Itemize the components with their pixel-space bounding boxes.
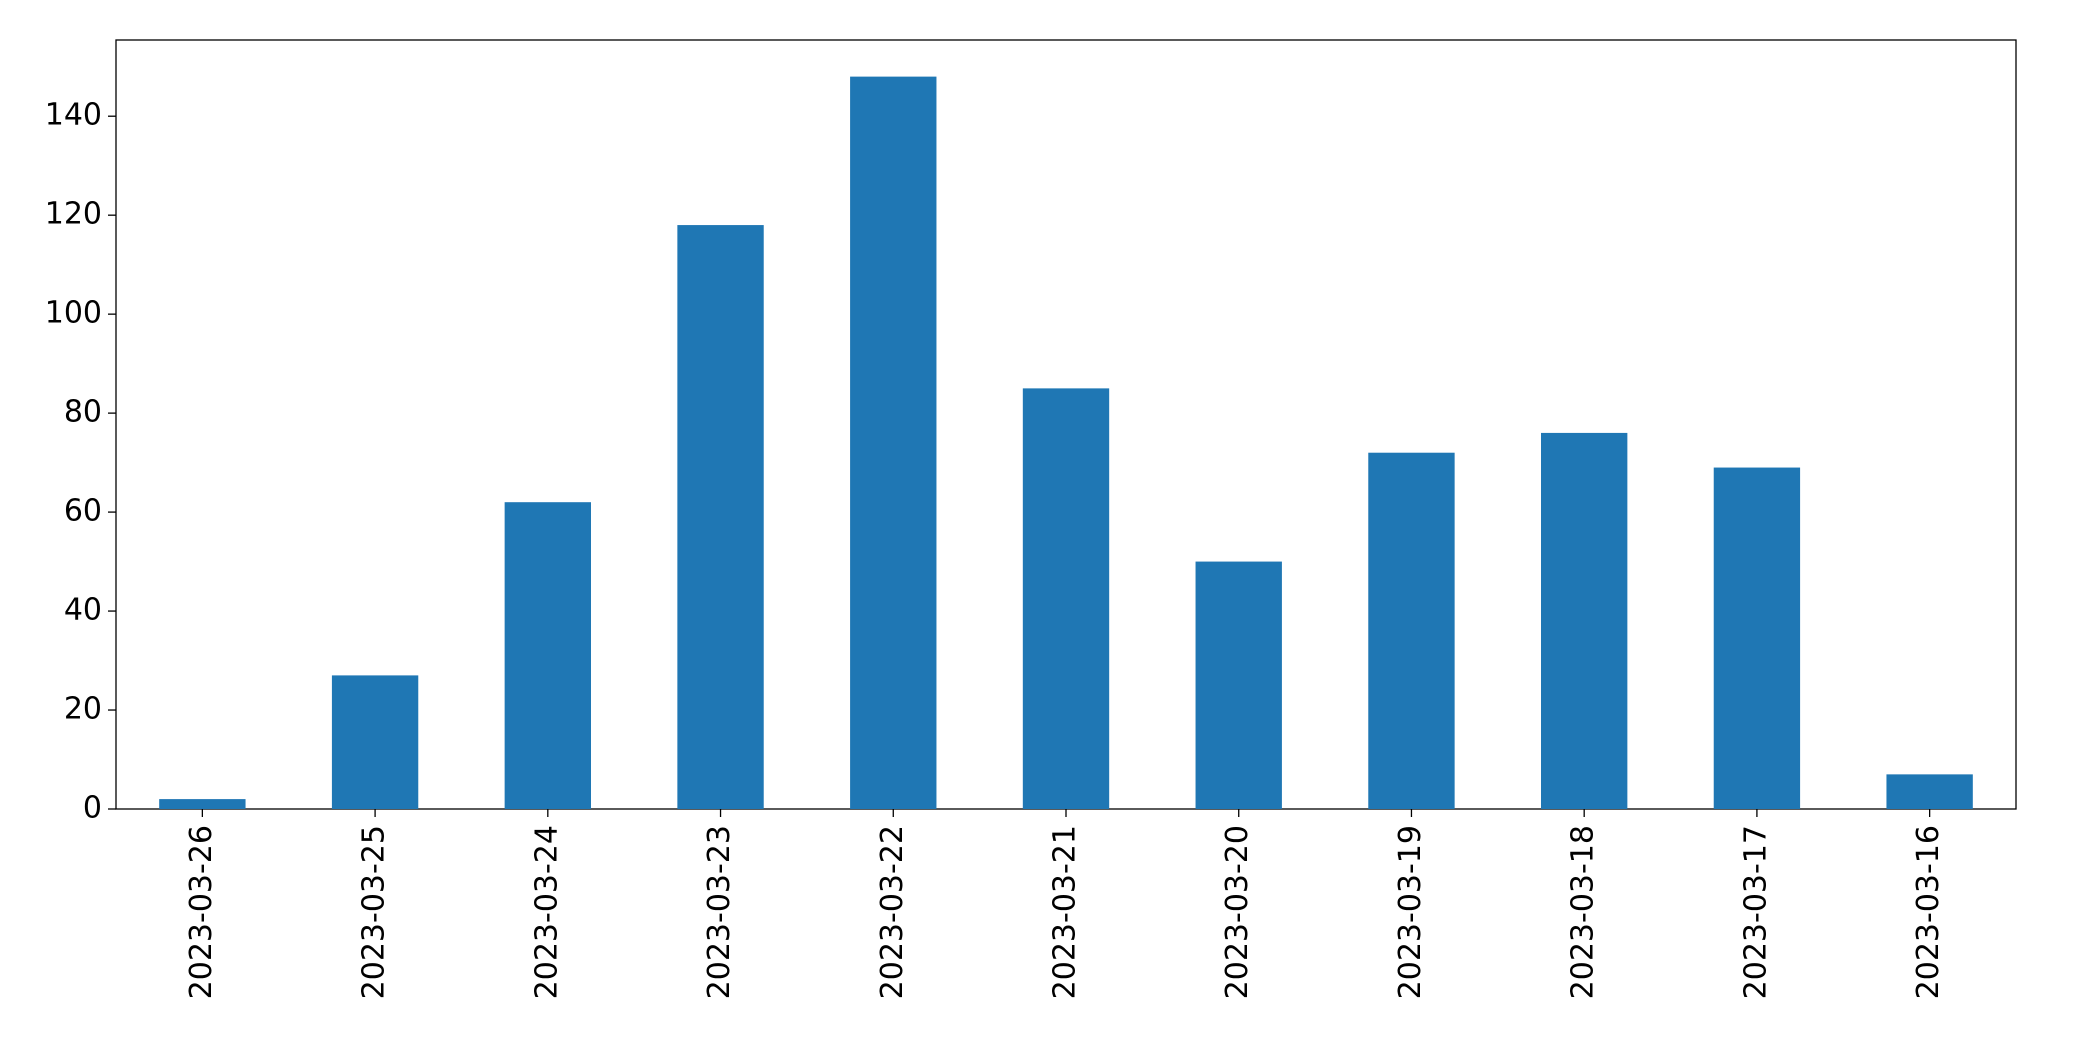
bar	[1541, 432, 1628, 809]
bar	[159, 799, 246, 809]
bar	[677, 225, 764, 809]
y-tick-label: 20	[64, 692, 102, 727]
y-tick-label: 0	[83, 791, 102, 826]
x-tick-label: 2023-03-20	[1220, 825, 1255, 999]
x-tick-label: 2023-03-17	[1738, 825, 1773, 999]
bar	[1713, 467, 1801, 809]
x-tick-label: 2023-03-19	[1393, 825, 1428, 999]
x-tick-label: 2023-03-21	[1048, 825, 1083, 999]
bar	[1022, 388, 1110, 809]
x-tick-label: 2023-03-25	[357, 825, 392, 999]
x-tick-label: 2023-03-22	[875, 825, 910, 999]
bar	[1886, 774, 1973, 809]
y-tick-label: 40	[64, 593, 102, 628]
bar	[504, 502, 591, 809]
bar	[331, 675, 419, 809]
bar	[1368, 452, 1455, 809]
y-tick-label: 60	[64, 494, 102, 529]
bar	[850, 76, 937, 810]
x-tick-label: 2023-03-16	[1911, 825, 1946, 999]
y-tick-label: 140	[45, 98, 102, 133]
x-tick-label: 2023-03-26	[184, 825, 219, 999]
y-tick-label: 80	[64, 395, 102, 430]
bar	[1195, 561, 1282, 809]
x-tick-label: 2023-03-18	[1566, 825, 1601, 999]
x-tick-label: 2023-03-24	[529, 825, 564, 999]
y-tick-label: 100	[45, 296, 102, 331]
x-tick-label: 2023-03-23	[702, 825, 737, 999]
y-tick-label: 120	[45, 197, 102, 232]
